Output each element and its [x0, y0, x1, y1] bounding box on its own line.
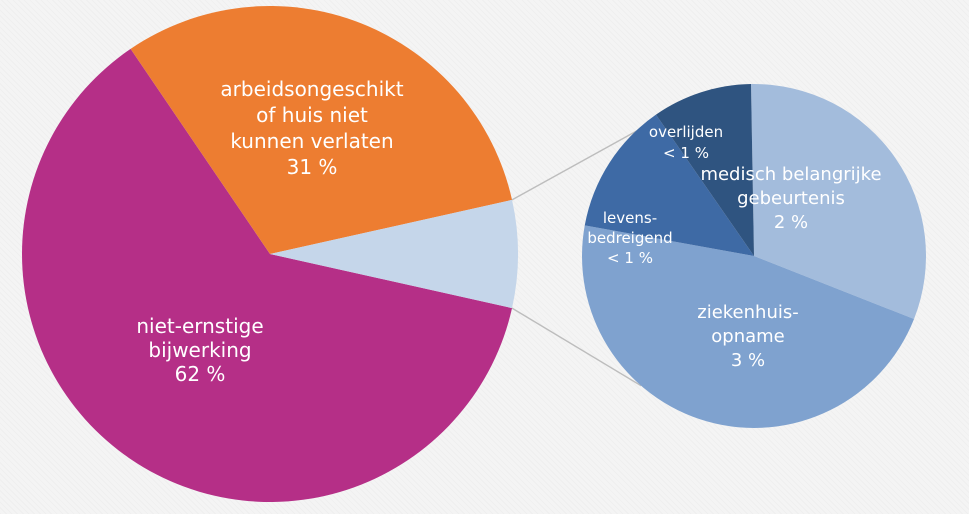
secondary-pie	[582, 84, 926, 428]
main-pie-slice-1	[130, 5, 513, 255]
main-pie	[22, 5, 519, 502]
main-slice-label-0: niet-ernstige bijwerking 62 %	[136, 314, 263, 386]
secondary-slice-label-1: ziekenhuis-opname 3 %	[697, 302, 798, 371]
secondary-pie-slice-2	[584, 114, 754, 257]
secondary-slice-label-2: levens-bedreigend < 1 %	[587, 209, 672, 267]
main-pie-slice-2	[270, 199, 519, 309]
secondary-pie-slice-1	[582, 225, 915, 428]
secondary-slice-label-0: medisch belangrijke gebeurtenis 2 %	[700, 164, 881, 233]
secondary-slice-label-3: overlijden < 1 %	[649, 123, 723, 162]
secondary-pie-slice-3	[655, 84, 754, 256]
main-pie-slice-0	[22, 48, 513, 502]
main-slice-label-1: arbeidsongeschikt of huis niet kunnen verl…	[220, 77, 403, 179]
secondary-pie-slice-0	[751, 84, 926, 320]
slice-labels: niet-ernstige bijwerking 62 % arbeidsongesc…	[136, 77, 881, 386]
connector-bottom	[511, 307, 642, 387]
